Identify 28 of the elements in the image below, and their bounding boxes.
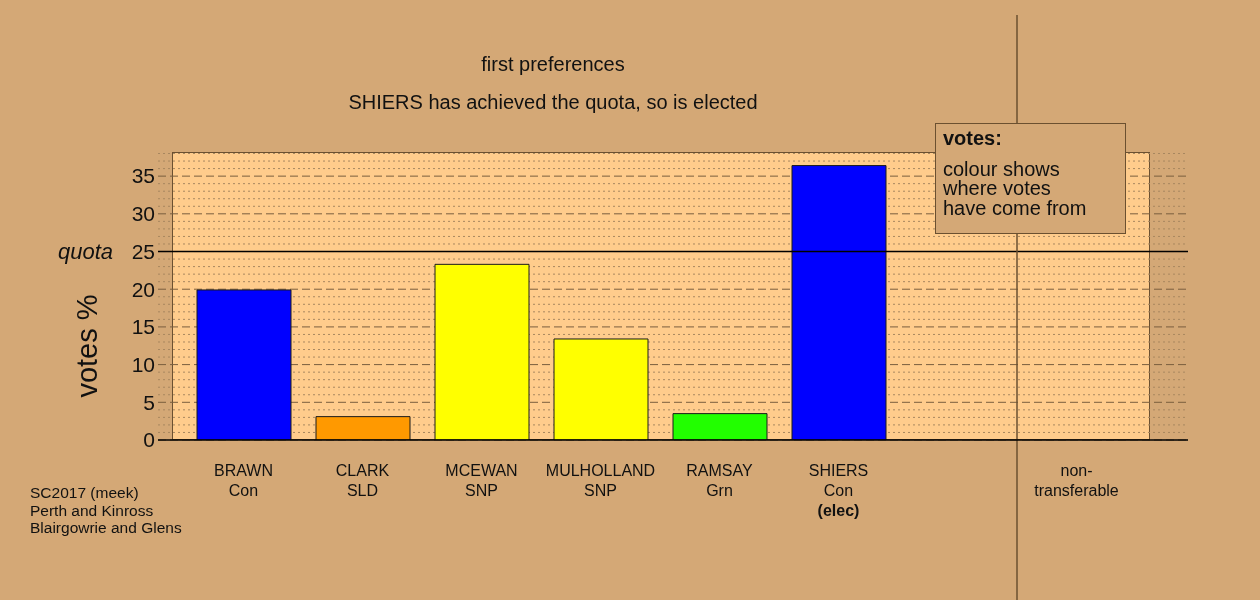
y-tick-label: 10 [131,352,155,376]
y-tick-label: 0 [143,428,155,452]
x-tick-label: SHIERS Con (elec) [808,462,869,519]
x-tick-label: non- transferable [1034,462,1119,499]
y-tick-label: 35 [131,164,155,188]
bar [315,416,411,440]
bar [196,289,292,440]
note-box: votes: colour shows where votes have come from [935,123,1126,234]
text: SC2017 (meek) Perth and Kinross Blairgowrie and Glens [30,484,182,537]
bar [434,263,530,440]
x-tick-label: BRAWN Con [214,462,273,499]
ref-line-label: quota [57,239,113,265]
x-tick-label: MULHOLLAND SNP [545,462,656,499]
annotation: colour shows where votes have come from [943,157,1088,219]
bar [672,413,768,440]
y-tick-label: 5 [143,390,155,414]
chart-subtitle: SHIERS has achieved the quota, so is elected [347,90,759,115]
y-tick-label: 25 [131,239,155,263]
bar [791,165,887,440]
x-tick-label: RAMSAY Grn [686,462,754,499]
y-axis-title: votes % [71,294,103,398]
x-tick-label: MCEWAN SNP [445,462,518,499]
y-tick-label: 30 [131,202,155,226]
y-tick-label: 15 [131,315,155,339]
chart-title: first preferences [480,52,626,77]
bar [553,338,649,440]
x-tick-label: CLARK SLD [335,462,390,499]
y-tick-label: 20 [131,277,155,301]
